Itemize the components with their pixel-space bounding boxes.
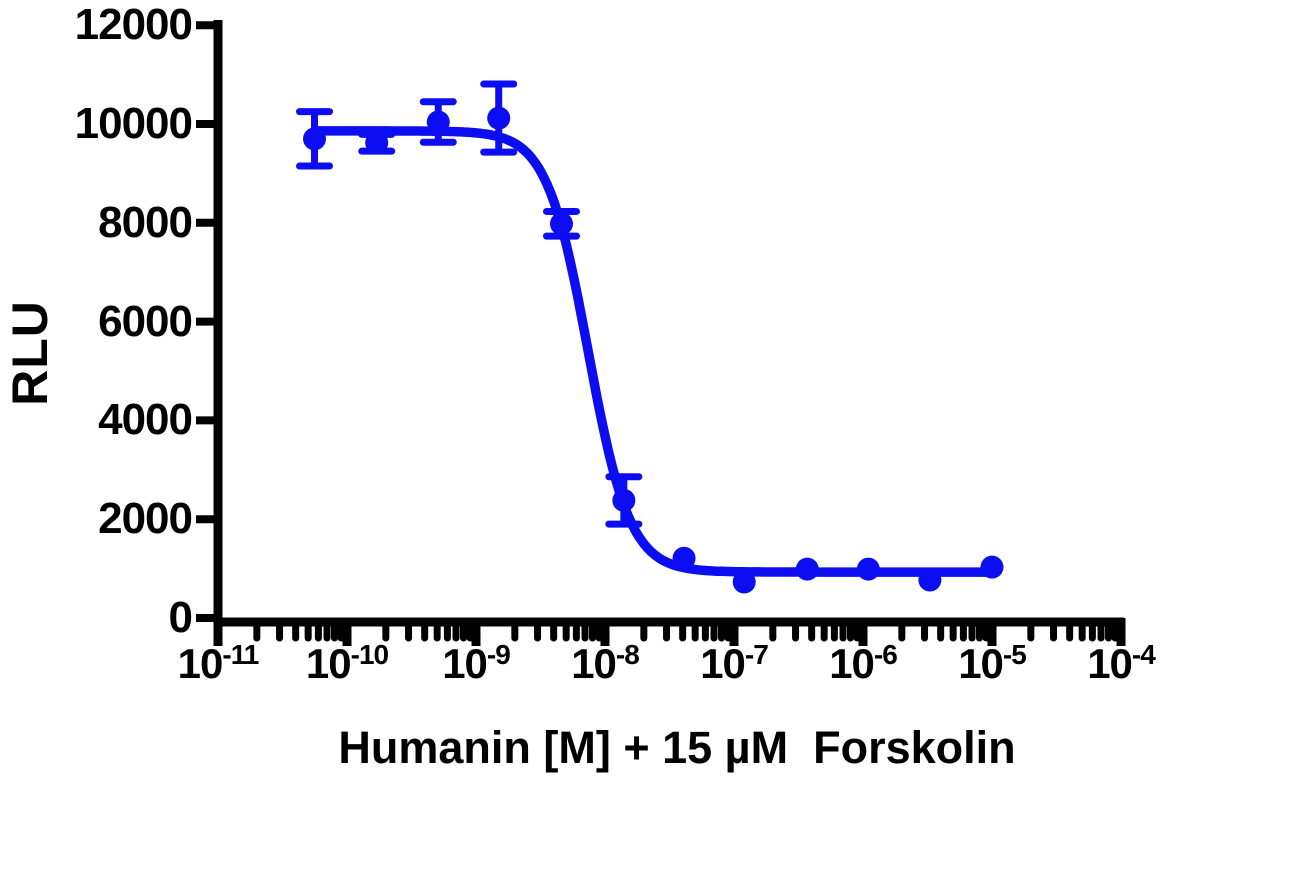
x-tick-base: 10 [177,640,224,687]
data-point [856,557,880,581]
y-tick-label: 4000 [98,395,193,445]
data-point [426,110,450,134]
y-tick-label: 2000 [98,494,193,544]
x-tick-label: 10-11 [138,640,298,687]
data-point [980,555,1004,579]
data-point [795,557,819,581]
x-tick-exponent: -10 [350,639,389,670]
x-tick-base: 10 [958,640,1004,687]
x-tick-base: 10 [571,640,617,687]
y-tick-label: 12000 [74,0,193,50]
x-tick-exponent: -7 [744,639,769,670]
x-tick-base: 10 [829,640,875,687]
x-tick-label: 10-9 [396,640,556,687]
x-tick-label: 10-4 [1041,640,1201,687]
y-tick-label: 10000 [74,99,193,148]
x-tick-exponent: -6 [873,639,898,670]
data-point [918,568,942,592]
x-tick-label: 10-7 [654,640,814,687]
x-tick-base: 10 [700,640,746,687]
x-tick-exponent: -5 [1002,639,1027,670]
fit-curve [309,126,997,577]
x-tick-base: 10 [1087,640,1133,687]
data-point [549,212,573,236]
x-tick-label: 10-8 [525,640,685,687]
y-tick-label: 8000 [98,197,193,247]
x-tick-base: 10 [305,640,352,687]
x-tick-label: 10-6 [783,640,943,687]
y-tick-label: 0 [168,593,193,642]
x-tick-label: 10-5 [912,640,1072,687]
data-point [487,106,511,130]
y-tick-label: 6000 [98,296,193,346]
x-tick-base: 10 [442,640,488,687]
data-point [365,131,389,155]
x-tick-exponent: -11 [222,639,259,670]
y-axis-title: RLU [2,300,58,406]
data-point [303,127,327,151]
x-tick-exponent: -4 [1131,639,1156,670]
x-tick-label: 10-10 [267,640,427,687]
data-point [672,546,696,570]
x-tick-exponent: -8 [615,639,640,670]
data-point [612,488,636,512]
data-point [732,570,756,594]
x-tick-exponent: -9 [486,639,511,670]
x-axis-title: Humanin [M] + 15 µM Forskolin [338,722,1016,773]
